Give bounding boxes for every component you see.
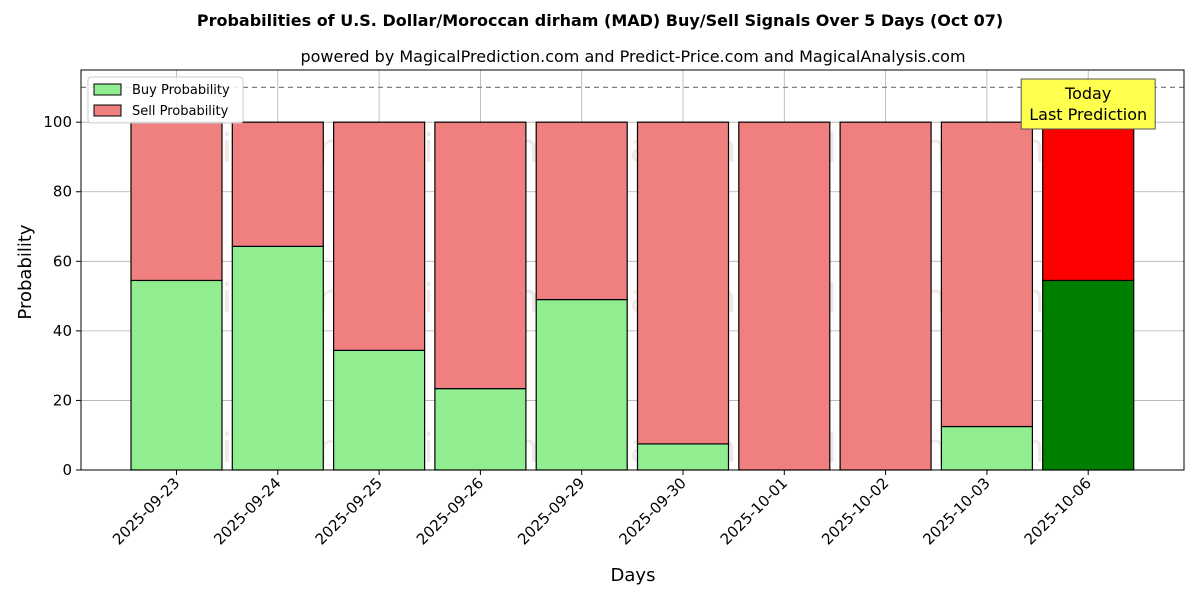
buy-bar bbox=[333, 349, 426, 471]
chart-title: Probabilities of U.S. Dollar/Moroccan di… bbox=[197, 11, 1003, 30]
y-tick-label: 80 bbox=[53, 183, 72, 201]
sell-bar bbox=[434, 121, 527, 390]
legend-label: Buy Probability bbox=[132, 83, 230, 98]
x-axis-label: Days bbox=[611, 565, 656, 586]
buy-bar bbox=[1042, 279, 1135, 471]
y-tick-label: 0 bbox=[62, 461, 72, 479]
legend-swatch bbox=[93, 83, 122, 96]
sell-bar bbox=[940, 121, 1034, 428]
sell-bar bbox=[130, 121, 223, 282]
buy-bar bbox=[636, 443, 730, 471]
x-tick-label: 2025-09-23 bbox=[109, 474, 183, 548]
sell-bar bbox=[839, 121, 932, 471]
x-tick-label: 2025-10-06 bbox=[1021, 474, 1095, 548]
x-tick-label: 2025-09-30 bbox=[615, 474, 689, 548]
x-tick-label: 2025-10-03 bbox=[919, 474, 993, 548]
legend-box bbox=[87, 76, 244, 124]
y-axis-label: Probability bbox=[15, 224, 36, 319]
chart-subtitle: powered by MagicalPrediction.com and Pre… bbox=[300, 47, 965, 66]
buy-bar bbox=[231, 245, 324, 471]
sell-bar bbox=[636, 121, 730, 445]
y-tick-label: 20 bbox=[53, 391, 72, 409]
legend-swatch bbox=[93, 104, 122, 117]
x-tick-label: 2025-09-25 bbox=[312, 474, 386, 548]
sell-bar bbox=[333, 121, 426, 351]
buy-bar bbox=[130, 279, 223, 471]
buy-bar bbox=[535, 298, 628, 471]
y-tick-label: 100 bbox=[43, 113, 72, 131]
sell-bar bbox=[535, 121, 628, 301]
sell-bar bbox=[738, 121, 831, 471]
annotation-text: Today bbox=[1064, 84, 1111, 103]
plot-frame bbox=[80, 69, 1185, 471]
x-tick-label: 2025-09-29 bbox=[514, 474, 588, 548]
buy-bar bbox=[434, 388, 527, 471]
sell-bar bbox=[231, 121, 324, 247]
plot-area: MagicalAnalysis.comMagicalPrediction.com… bbox=[43, 69, 1185, 548]
x-tick-label: 2025-10-01 bbox=[717, 474, 791, 548]
x-tick-label: 2025-09-26 bbox=[413, 474, 487, 548]
y-tick-label: 60 bbox=[53, 252, 72, 270]
x-tick-label: 2025-10-02 bbox=[818, 474, 892, 548]
y-tick-label: 40 bbox=[53, 322, 72, 340]
annotation-box bbox=[1020, 78, 1156, 130]
sell-bar bbox=[1042, 121, 1135, 282]
legend-label: Sell Probability bbox=[132, 104, 229, 119]
x-tick-label: 2025-09-24 bbox=[210, 474, 284, 548]
annotation-text: Last Prediction bbox=[1029, 105, 1147, 124]
buy-bar bbox=[940, 425, 1034, 471]
